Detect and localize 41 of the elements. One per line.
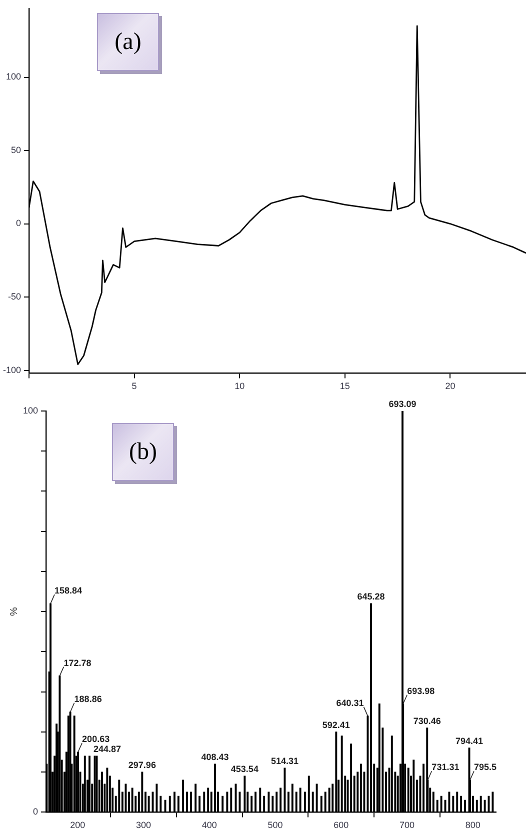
x-tick-label: 500 (268, 820, 283, 830)
x-tick-label: 20 (445, 381, 456, 392)
annotation: 514.31 (270, 756, 298, 766)
x-tick-label: 10 (234, 381, 245, 392)
annotation: 730.46 (413, 716, 441, 726)
y-tick-label: 0 (33, 806, 38, 817)
annotation: 794.41 (455, 736, 484, 746)
x-tick-label: 200 (70, 820, 86, 830)
x-tick-label: 300 (136, 820, 152, 830)
x-tick-label: 5 (132, 381, 137, 392)
annotation: 592.41 (322, 720, 350, 730)
x-tick-label: 700 (400, 820, 415, 830)
annotation: 158.84 (54, 586, 82, 596)
x-tick-label: 15 (340, 381, 350, 392)
label-box: (b) (112, 423, 174, 481)
y-tick-label: -50 (8, 292, 22, 302)
annotation: 297.96 (128, 760, 156, 770)
annotation: 188.86 (74, 694, 102, 704)
annotation: 731.31 (432, 762, 460, 772)
annotation: (b) (129, 438, 157, 466)
annotation: 693.09 (388, 398, 416, 409)
x-tick-label: 600 (334, 820, 349, 830)
annotation: 200.63 (82, 734, 110, 744)
y-tick-label: -100 (3, 364, 22, 375)
annotation: 408.43 (201, 752, 229, 762)
annotation: 795.5 (474, 762, 497, 772)
annotation: 453.54 (230, 764, 258, 774)
y-axis-title: % (8, 607, 20, 616)
annotation: (a) (114, 28, 142, 56)
annotation: 693.98 (407, 686, 435, 696)
x-tick-label: 800 (465, 820, 480, 830)
annotation: 640.31 (336, 698, 364, 708)
y-tick-label: 50 (11, 144, 22, 155)
y-tick-label: 100 (22, 405, 38, 416)
y-tick-label: 0 (16, 218, 22, 228)
annotation: 244.87 (93, 744, 121, 754)
label-box: (a) (97, 13, 159, 71)
annotation: 645.28 (357, 592, 385, 602)
annotation: 172.78 (64, 658, 92, 668)
y-tick-label: 100 (6, 72, 22, 82)
x-tick-label: 400 (202, 820, 217, 830)
